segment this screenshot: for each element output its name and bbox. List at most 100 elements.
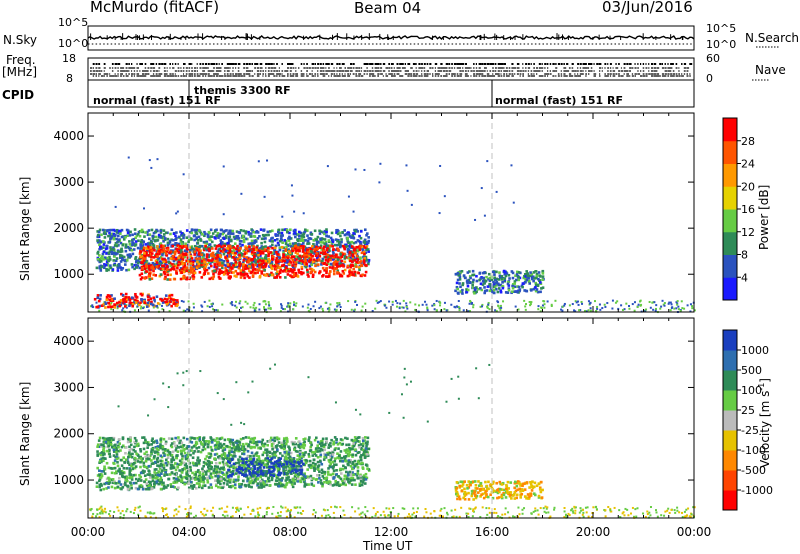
- data-cell: [466, 279, 469, 283]
- data-cell: [150, 300, 153, 304]
- data-cell: [281, 506, 284, 509]
- data-cell: [284, 261, 288, 264]
- data-cell: [323, 250, 327, 254]
- data-cell: [319, 440, 323, 443]
- data-cell: [241, 261, 245, 265]
- data-cell: [134, 260, 138, 264]
- data-cell: [200, 511, 203, 514]
- data-cell: [208, 277, 212, 281]
- data-cell: [661, 299, 664, 302]
- data-cell: [175, 242, 178, 245]
- data-cell: [312, 242, 315, 246]
- data-cell: [259, 228, 263, 231]
- data-cell: [190, 512, 193, 515]
- data-cell: [197, 265, 200, 268]
- data-cell: [157, 233, 161, 237]
- data-cell: [691, 307, 694, 310]
- data-cell: [230, 301, 233, 304]
- data-cell: [200, 253, 203, 257]
- data-cell: [628, 307, 631, 310]
- data-cell: [275, 272, 278, 275]
- data-cell: [351, 263, 354, 267]
- data-cell: [635, 515, 638, 518]
- data-cell: [497, 287, 501, 290]
- data-cell: [319, 447, 323, 451]
- data-cell: [145, 457, 148, 460]
- data-cell: [105, 477, 109, 481]
- data-cell: [126, 298, 130, 301]
- data-cell: [535, 272, 539, 276]
- data-cell: [203, 270, 207, 273]
- data-cell: [121, 509, 124, 512]
- data-cell: [587, 309, 590, 312]
- data-cell: [173, 486, 177, 489]
- data-cell: [573, 309, 576, 312]
- data-cell: [260, 259, 264, 263]
- data-cell: [170, 304, 173, 308]
- data-cell: [109, 248, 113, 251]
- data-cell: [366, 248, 370, 251]
- data-cell: [125, 259, 129, 262]
- data-cell: [630, 512, 633, 515]
- data-cell: [553, 506, 556, 509]
- data-cell: [357, 507, 360, 510]
- data-cell: [347, 300, 350, 303]
- data-cell: [250, 266, 253, 269]
- data-cell: [210, 245, 213, 249]
- data-cell: [301, 250, 305, 253]
- data-cell: [468, 507, 471, 510]
- data-cell: [258, 308, 261, 311]
- data-cell: [261, 453, 265, 457]
- data-cell: [272, 505, 275, 508]
- data-cell: [611, 299, 614, 302]
- data-cell: [148, 242, 152, 245]
- data-cell: [517, 506, 520, 509]
- data-cell: [343, 457, 347, 460]
- data-cell: [366, 510, 369, 513]
- data-cell: [162, 451, 165, 455]
- data-cell: [105, 267, 108, 271]
- data-cell: [207, 261, 211, 264]
- data-cell: [335, 229, 338, 232]
- data-cell: [337, 271, 341, 275]
- data-cell: [108, 241, 111, 244]
- data-cell: [349, 464, 353, 468]
- data-cell: [409, 301, 412, 304]
- data-cell: [140, 266, 144, 270]
- data-cell: [466, 288, 470, 292]
- data-cell: [297, 445, 301, 448]
- data-cell: [234, 304, 237, 307]
- data-cell: [144, 253, 148, 256]
- data-cell: [266, 443, 269, 447]
- data-cell: [376, 510, 379, 513]
- data-cell: [350, 271, 353, 275]
- data-cell: [347, 232, 351, 236]
- data-cell: [283, 308, 286, 311]
- data-cell: [145, 270, 148, 273]
- data-cell: [365, 232, 369, 235]
- data-cell: [206, 509, 209, 512]
- data-cell: [541, 270, 545, 274]
- data-cell: [410, 203, 413, 206]
- data-cell: [147, 229, 151, 232]
- data-cell: [539, 290, 542, 294]
- data-cell: [690, 513, 693, 516]
- data-cell: [228, 231, 232, 234]
- data-cell: [242, 238, 246, 242]
- data-cell: [237, 509, 240, 512]
- data-cell: [254, 263, 257, 267]
- data-cell: [102, 246, 105, 249]
- data-cell: [644, 309, 647, 312]
- data-cell: [343, 247, 346, 251]
- data-cell: [238, 253, 241, 257]
- data-cell: [351, 253, 355, 256]
- data-cell: [226, 246, 229, 250]
- data-cell: [220, 507, 223, 510]
- data-cell: [163, 449, 167, 453]
- data-cell: [639, 299, 642, 302]
- data-cell: [116, 307, 119, 310]
- data-cell: [288, 237, 292, 240]
- data-cell: [158, 303, 161, 306]
